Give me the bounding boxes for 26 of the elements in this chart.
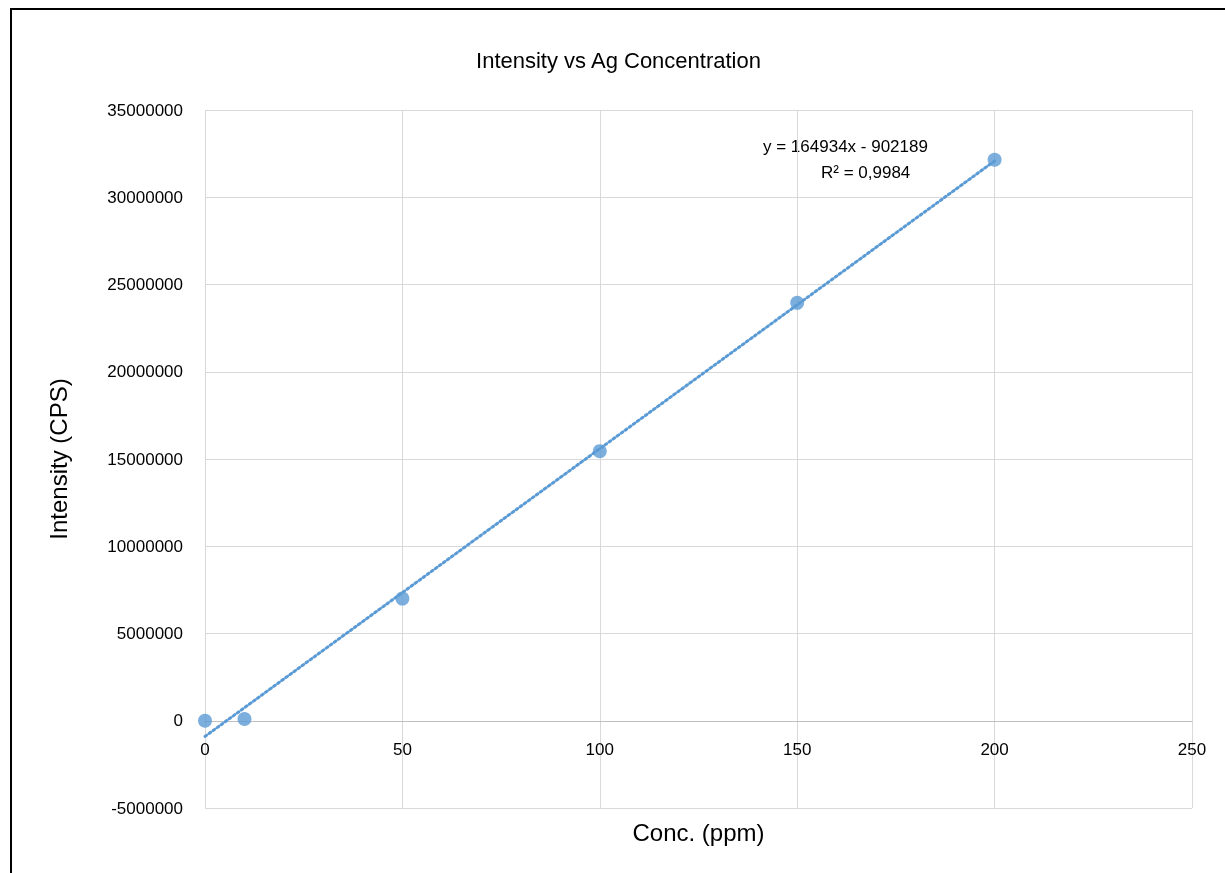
- y-tick-label: 20000000: [107, 362, 183, 382]
- chart-title: Intensity vs Ag Concentration: [476, 47, 761, 73]
- y-axis-title: Intensity (CPS): [44, 378, 72, 540]
- point: [198, 713, 212, 728]
- y-tick-label: 5000000: [116, 624, 183, 643]
- point: [790, 295, 805, 310]
- x-tick-label: 100: [585, 739, 614, 759]
- point: [237, 712, 252, 726]
- y-tick-label: 35000000: [107, 100, 183, 120]
- x-tick-label: 250: [1177, 739, 1207, 759]
- y-tick-label: 15000000: [107, 449, 183, 469]
- x-tick-label: 50: [392, 739, 412, 759]
- x-tick-label: 150: [783, 739, 812, 759]
- y-tick-label: 10000000: [107, 536, 183, 556]
- y-tick-label: 0: [173, 711, 183, 731]
- x-axis-title: Conc. (ppm): [632, 819, 765, 847]
- x-tick-label: 0: [200, 739, 210, 759]
- y-tick-label: 30000000: [107, 187, 183, 207]
- point: [395, 591, 410, 606]
- point: [592, 444, 607, 459]
- point: [987, 152, 1002, 167]
- annotation: y = 164934x - 902189: [763, 137, 928, 156]
- y-tick-label: -5000000: [111, 798, 183, 818]
- y-tick-label: 25000000: [107, 275, 183, 294]
- annotation: R² = 0,9984: [821, 163, 911, 182]
- x-tick-label: 200: [980, 739, 1009, 759]
